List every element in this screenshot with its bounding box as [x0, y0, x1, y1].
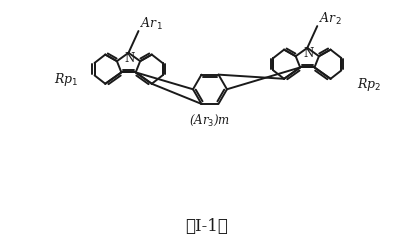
Text: Ar$_2$: Ar$_2$ — [318, 11, 341, 27]
Text: （I-1）: （I-1） — [185, 218, 228, 235]
Text: Rp$_1$: Rp$_1$ — [54, 71, 78, 88]
Text: (Ar$_3$)m: (Ar$_3$)m — [189, 113, 230, 128]
Text: N: N — [302, 47, 313, 60]
Text: Ar$_1$: Ar$_1$ — [140, 16, 163, 32]
Text: Rp$_2$: Rp$_2$ — [356, 76, 381, 93]
Text: N: N — [124, 52, 134, 65]
